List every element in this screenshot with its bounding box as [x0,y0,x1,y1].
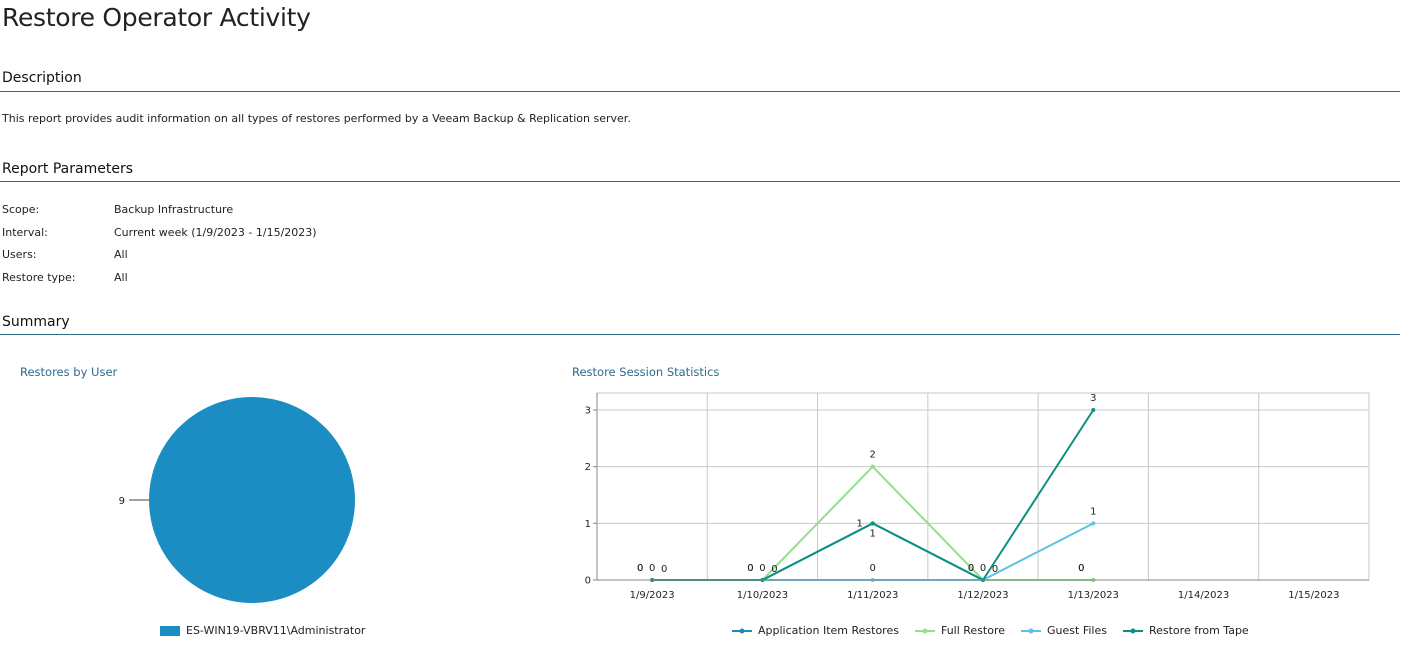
line-legend-label: Full Restore [940,624,1006,637]
series-data-label: 0 [870,563,876,574]
x-tick-label: 1/9/2023 [630,590,675,601]
series-data-label: 0 [747,563,753,574]
param-label-interval: Interval: [2,226,48,239]
series-data-label: 0 [759,563,765,574]
param-value-interval: Current week (1/9/2023 - 1/15/2023) [114,226,317,239]
line-legend-label: Restore from Tape [1148,624,1249,637]
series-point[interactable] [1091,521,1096,526]
series-data-label: 0 [968,563,974,574]
param-value-users: All [114,248,128,261]
series-data-label: 0 [637,563,643,574]
param-value-restore-type: All [114,271,128,284]
page-title: Restore Operator Activity [2,3,311,32]
pie-legend-swatch [160,625,180,636]
series-data-label: 0 [649,563,655,574]
pie-legend-label: ES-WIN19-VBRV11\Administrator [186,624,366,637]
line-legend-item[interactable]: Application Item Restores [732,624,899,637]
series-data-label: 0 [968,563,974,574]
series-point[interactable] [870,464,875,469]
series-data-label: 0 [992,564,998,575]
series-data-label: 0 [771,564,777,575]
line-legend-swatch [1122,628,1143,633]
line-legend-swatch [732,628,752,633]
description-heading: Description [2,70,82,86]
series-data-label: 1 [1090,506,1096,517]
x-tick-label: 1/12/2023 [957,590,1008,601]
line-legend-item[interactable]: Guest Files [1021,624,1107,637]
param-label-scope: Scope: [2,203,40,216]
series-data-label: 2 [870,450,876,461]
param-label-users: Users: [2,248,37,261]
series-data-label: 0 [637,563,643,574]
line-chart-title: Restore Session Statistics [572,365,720,379]
x-tick-label: 1/13/2023 [1068,590,1119,601]
parameters-heading: Report Parameters [2,161,133,177]
description-text: This report provides audit information o… [2,112,631,125]
series-data-label: 0 [661,564,667,575]
pie-data-label: 9 [119,496,125,507]
series-line[interactable] [652,409,1095,582]
line-legend-item[interactable]: Restore from Tape [1122,624,1249,637]
x-tick-label: 1/10/2023 [737,590,788,601]
summary-divider [0,334,1400,335]
parameters-divider [0,181,1400,182]
series-data-label: 0 [747,563,753,574]
summary-heading: Summary [2,314,70,330]
line-legend-swatch [914,628,935,633]
pie-chart-title: Restores by User [20,365,118,379]
y-tick-label: 3 [585,406,591,417]
series-data-label: 0 [1078,563,1084,574]
line-legend-item[interactable]: Full Restore [914,624,1006,637]
pie-legend-item[interactable]: ES-WIN19-VBRV11\Administrator [160,624,365,637]
series-point[interactable] [1091,408,1096,412]
series-data-label: 0 [1078,563,1084,574]
x-tick-label: 1/14/2023 [1178,590,1229,601]
param-label-restore-type: Restore type: [2,271,76,284]
line-legend-swatch [1021,628,1042,633]
series-data-label: 3 [1090,393,1096,404]
series-data-label: 0 [980,563,986,574]
x-tick-label: 1/11/2023 [847,590,898,601]
line-legend-label: Guest Files [1047,624,1107,637]
series-point[interactable] [870,521,875,526]
y-tick-label: 0 [585,576,591,587]
line-legend-label: Application Item Restores [758,624,899,637]
plot-area [596,392,1370,581]
y-tick-label: 2 [585,462,591,473]
series-data-label: 1 [870,528,876,539]
y-tick-label: 1 [585,519,591,530]
line-legend: Application Item Restores Full Restore Gue… [732,624,1249,637]
series-data-label: 1 [857,518,863,529]
x-tick-label: 1/15/2023 [1288,590,1339,601]
pie-chart: 9 [119,397,355,603]
param-value-scope: Backup Infrastructure [114,203,234,216]
description-divider [0,91,1400,92]
pie-slice[interactable] [149,397,355,603]
